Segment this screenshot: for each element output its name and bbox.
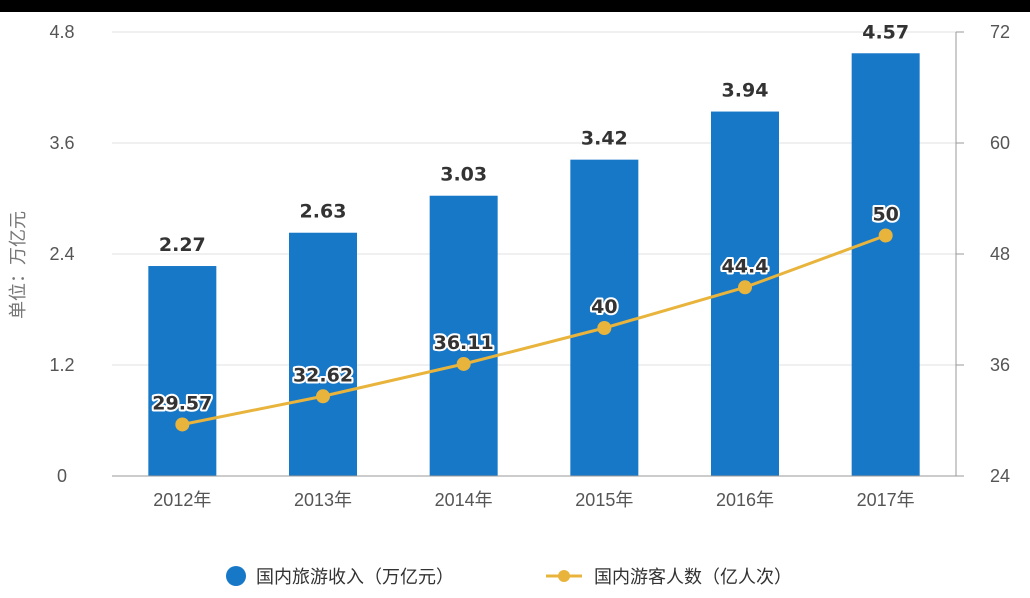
y-tick-label: 0: [57, 466, 67, 486]
bar-value-label: 2.63: [300, 201, 347, 223]
y2-tick-label: 60: [990, 133, 1010, 153]
y2-tick-label: 48: [990, 244, 1010, 264]
y-tick-label: 1.2: [49, 355, 74, 375]
series-line: [182, 234, 887, 426]
legend: 国内旅游收入（万亿元） 国内游客人数（亿人次）: [226, 566, 792, 588]
x-tick-label: 2016年: [716, 490, 774, 510]
y2-tick-label: 72: [990, 22, 1010, 42]
line-value-label: 32.62: [293, 364, 353, 386]
bar: [429, 195, 498, 476]
line-value-label: 36.11: [434, 332, 494, 354]
y-tick-label: 4.8: [49, 22, 74, 42]
gridlines: [112, 31, 956, 366]
legend-line-label: 国内游客人数（亿人次）: [594, 567, 792, 588]
y-tick-label: 2.4: [49, 244, 74, 264]
bars: [148, 53, 920, 477]
bar-value-label: 2.27: [159, 234, 206, 256]
bar-value-label: 3.42: [581, 128, 628, 150]
x-tick-label: 2013年: [294, 490, 352, 510]
legend-line-marker: [558, 570, 570, 582]
bar-value-label: 3.94: [722, 80, 769, 102]
bar: [289, 232, 357, 476]
bar-value-label: 4.57: [862, 21, 909, 43]
line-value-label: 50: [872, 204, 898, 226]
legend-bar-swatch: [226, 566, 246, 586]
line-point: [456, 356, 471, 371]
bar: [570, 159, 639, 476]
legend-bar-label: 国内旅游收入（万亿元）: [256, 567, 454, 588]
axes: 0 1.2 2.4 3.6 4.8 24 36 48 60 72 2012年 2013年 2014年 20…: [49, 22, 1010, 510]
data-labels: 2.27 2.63 3.03 3.42 3.94 4.57 29.57 32.62 36.11 4…: [150, 21, 909, 416]
y-tick-label: 3.6: [49, 133, 74, 153]
x-tick-label: 2014年: [435, 490, 493, 510]
line-point: [316, 389, 330, 404]
line-point: [878, 228, 893, 243]
line-value-label: 40: [591, 296, 617, 318]
top-bar: [0, 0, 1030, 12]
line-point: [738, 280, 752, 295]
line-value-label: 44.4: [722, 255, 769, 277]
x-tick-label: 2015年: [575, 490, 633, 510]
x-tick-label: 2017年: [857, 490, 915, 510]
line-point: [597, 321, 612, 335]
line-value-label: 29.57: [152, 392, 212, 414]
line-point: [175, 417, 190, 432]
line-series: [175, 228, 893, 432]
x-tick-label: 2012年: [153, 490, 211, 510]
bar-value-label: 3.03: [440, 164, 487, 186]
bar: [148, 266, 217, 476]
bar: [851, 53, 920, 477]
y2-tick-label: 24: [990, 466, 1010, 486]
y-axis-label: 单位：万亿元: [8, 211, 29, 319]
y2-tick-label: 36: [990, 355, 1010, 375]
